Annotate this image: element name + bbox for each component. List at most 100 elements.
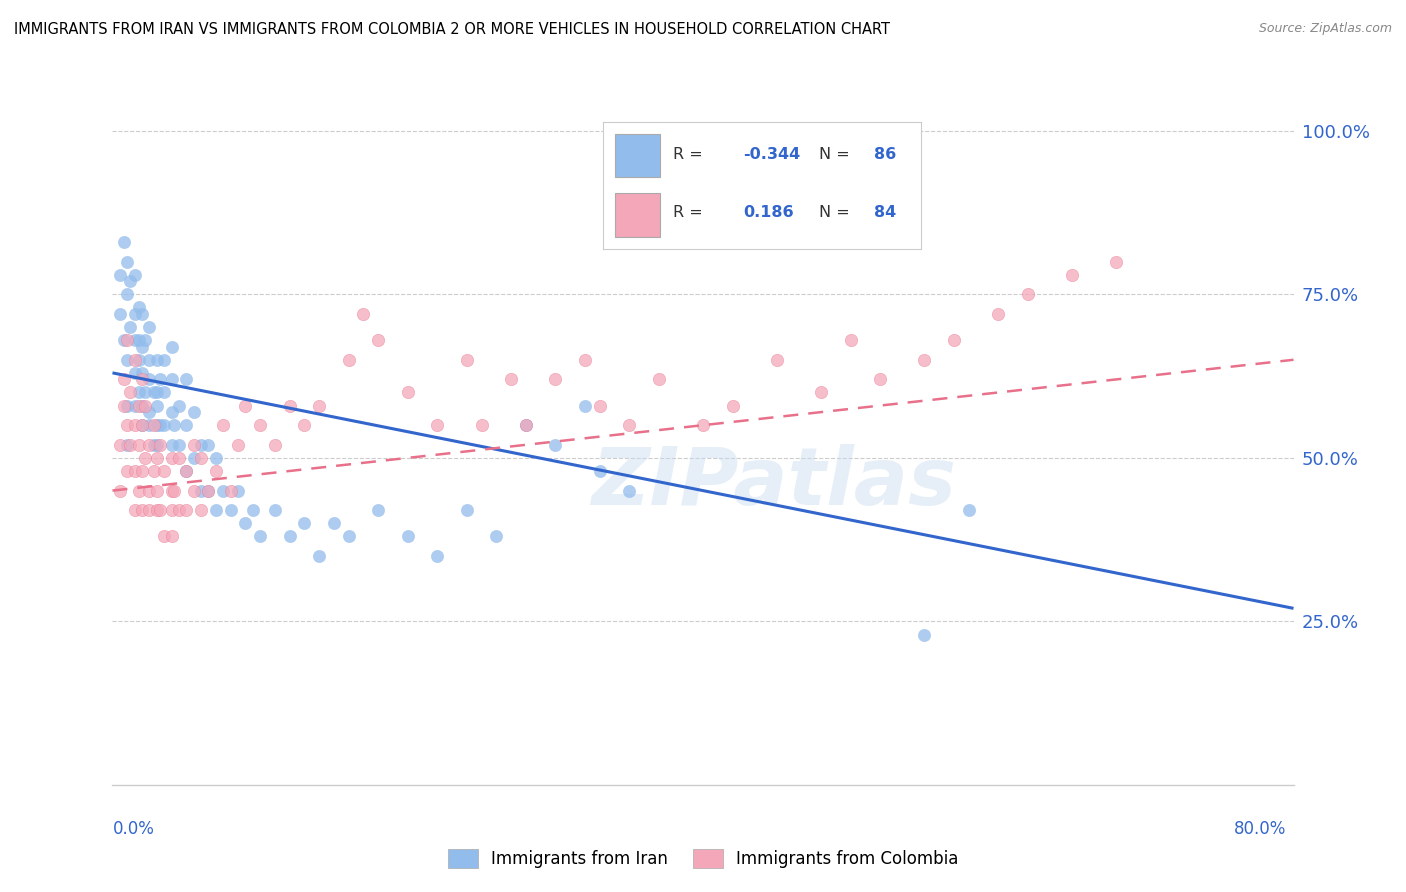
- Point: [138, 418, 160, 433]
- Point: [190, 483, 212, 498]
- Point: [131, 372, 153, 386]
- Point: [108, 438, 131, 452]
- Point: [131, 464, 153, 478]
- Point: [128, 333, 150, 347]
- Point: [134, 385, 156, 400]
- Point: [117, 254, 138, 268]
- Point: [120, 438, 142, 452]
- Point: [619, 418, 641, 433]
- Text: Source: ZipAtlas.com: Source: ZipAtlas.com: [1258, 22, 1392, 36]
- Point: [337, 352, 360, 367]
- Point: [264, 503, 287, 517]
- Point: [219, 483, 242, 498]
- Point: [226, 438, 249, 452]
- Point: [163, 483, 186, 498]
- Point: [153, 352, 176, 367]
- Point: [160, 450, 183, 465]
- Point: [426, 418, 449, 433]
- Point: [174, 464, 197, 478]
- Point: [124, 333, 146, 347]
- Point: [146, 450, 169, 465]
- Point: [146, 399, 169, 413]
- Point: [574, 352, 596, 367]
- Text: 0.0%: 0.0%: [112, 820, 155, 838]
- Point: [112, 235, 135, 249]
- Point: [692, 418, 714, 433]
- Point: [128, 483, 150, 498]
- Point: [167, 450, 190, 465]
- Point: [957, 503, 980, 517]
- Point: [124, 366, 146, 380]
- Point: [544, 438, 567, 452]
- Point: [124, 464, 146, 478]
- Point: [142, 418, 165, 433]
- Point: [160, 405, 183, 419]
- Point: [1017, 287, 1039, 301]
- Point: [146, 352, 169, 367]
- Point: [142, 438, 165, 452]
- Point: [120, 385, 142, 400]
- Point: [138, 320, 160, 334]
- Point: [138, 405, 160, 419]
- Point: [249, 529, 271, 543]
- Point: [117, 464, 138, 478]
- Point: [128, 385, 150, 400]
- Point: [1105, 254, 1128, 268]
- Point: [131, 366, 153, 380]
- Point: [112, 399, 135, 413]
- Point: [197, 483, 219, 498]
- Point: [131, 340, 153, 354]
- Point: [160, 529, 183, 543]
- Point: [515, 418, 537, 433]
- Point: [117, 333, 138, 347]
- Point: [120, 320, 142, 334]
- Point: [212, 418, 235, 433]
- Point: [942, 333, 965, 347]
- Point: [160, 340, 183, 354]
- Point: [367, 333, 389, 347]
- Point: [205, 503, 228, 517]
- Point: [146, 503, 169, 517]
- Point: [588, 399, 610, 413]
- Point: [190, 450, 212, 465]
- Point: [574, 399, 596, 413]
- Point: [138, 352, 160, 367]
- Point: [233, 516, 256, 531]
- Point: [149, 503, 172, 517]
- Point: [138, 438, 160, 452]
- Point: [108, 307, 131, 321]
- Point: [515, 418, 537, 433]
- Point: [160, 483, 183, 498]
- Point: [131, 418, 153, 433]
- Point: [131, 399, 153, 413]
- Point: [1062, 268, 1084, 282]
- Point: [470, 418, 494, 433]
- Point: [146, 483, 169, 498]
- Point: [226, 483, 249, 498]
- Point: [869, 372, 891, 386]
- Point: [134, 333, 156, 347]
- Point: [183, 450, 205, 465]
- Point: [197, 438, 219, 452]
- Point: [278, 399, 301, 413]
- Point: [183, 405, 205, 419]
- Point: [128, 352, 150, 367]
- Point: [308, 549, 330, 563]
- Point: [124, 399, 146, 413]
- Point: [647, 372, 671, 386]
- Point: [219, 503, 242, 517]
- Point: [128, 301, 150, 315]
- Point: [131, 307, 153, 321]
- Point: [131, 418, 153, 433]
- Point: [160, 503, 183, 517]
- Point: [721, 399, 744, 413]
- Point: [124, 418, 146, 433]
- Point: [426, 549, 449, 563]
- Point: [987, 307, 1010, 321]
- Point: [146, 418, 169, 433]
- Point: [146, 438, 169, 452]
- Point: [914, 627, 936, 641]
- Point: [308, 399, 330, 413]
- Y-axis label: 2 or more Vehicles in Household: 2 or more Vehicles in Household: [0, 308, 8, 575]
- Point: [766, 352, 789, 367]
